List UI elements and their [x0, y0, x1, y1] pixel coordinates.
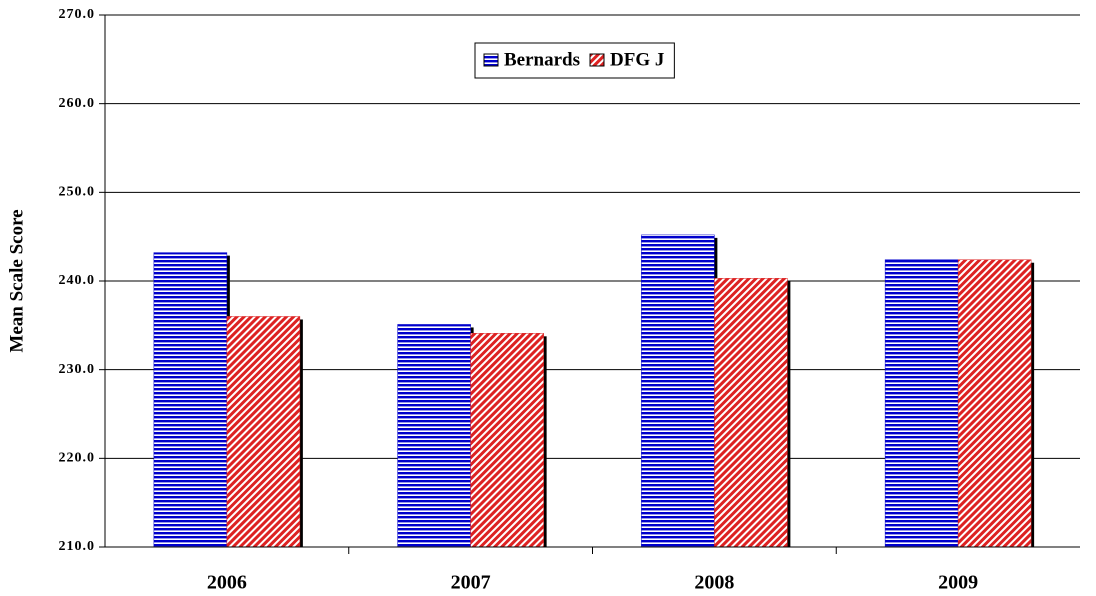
y-tick-label: 260.0 — [59, 96, 96, 111]
bar — [641, 234, 715, 548]
bar — [884, 259, 959, 548]
x-tick-label: 2006 — [207, 572, 247, 594]
bar — [153, 252, 228, 548]
bar — [957, 259, 1032, 548]
y-tick-label: 240.0 — [59, 273, 96, 288]
y-tick-label: 270.0 — [59, 7, 96, 22]
y-tick-label: 220.0 — [59, 451, 96, 466]
legend-box — [474, 42, 675, 79]
legend-swatch — [589, 53, 605, 67]
legend-swatch — [483, 53, 499, 67]
y-tick-label: 250.0 — [59, 185, 96, 200]
y-tick-label: 230.0 — [59, 362, 96, 377]
y-axis-label: Mean Scale Score — [6, 209, 27, 352]
bar — [470, 333, 544, 548]
x-tick-label: 2008 — [694, 572, 734, 594]
y-tick-label: 210.0 — [59, 539, 96, 554]
bar — [226, 316, 301, 548]
legend-label: DFG J — [610, 49, 664, 70]
bar — [714, 278, 788, 548]
legend-label: Bernards — [504, 49, 580, 70]
x-tick-label: 2009 — [938, 572, 978, 594]
bar — [397, 324, 471, 548]
x-tick-label: 2007 — [451, 572, 491, 594]
legend: Bernards DFG J — [474, 42, 675, 79]
